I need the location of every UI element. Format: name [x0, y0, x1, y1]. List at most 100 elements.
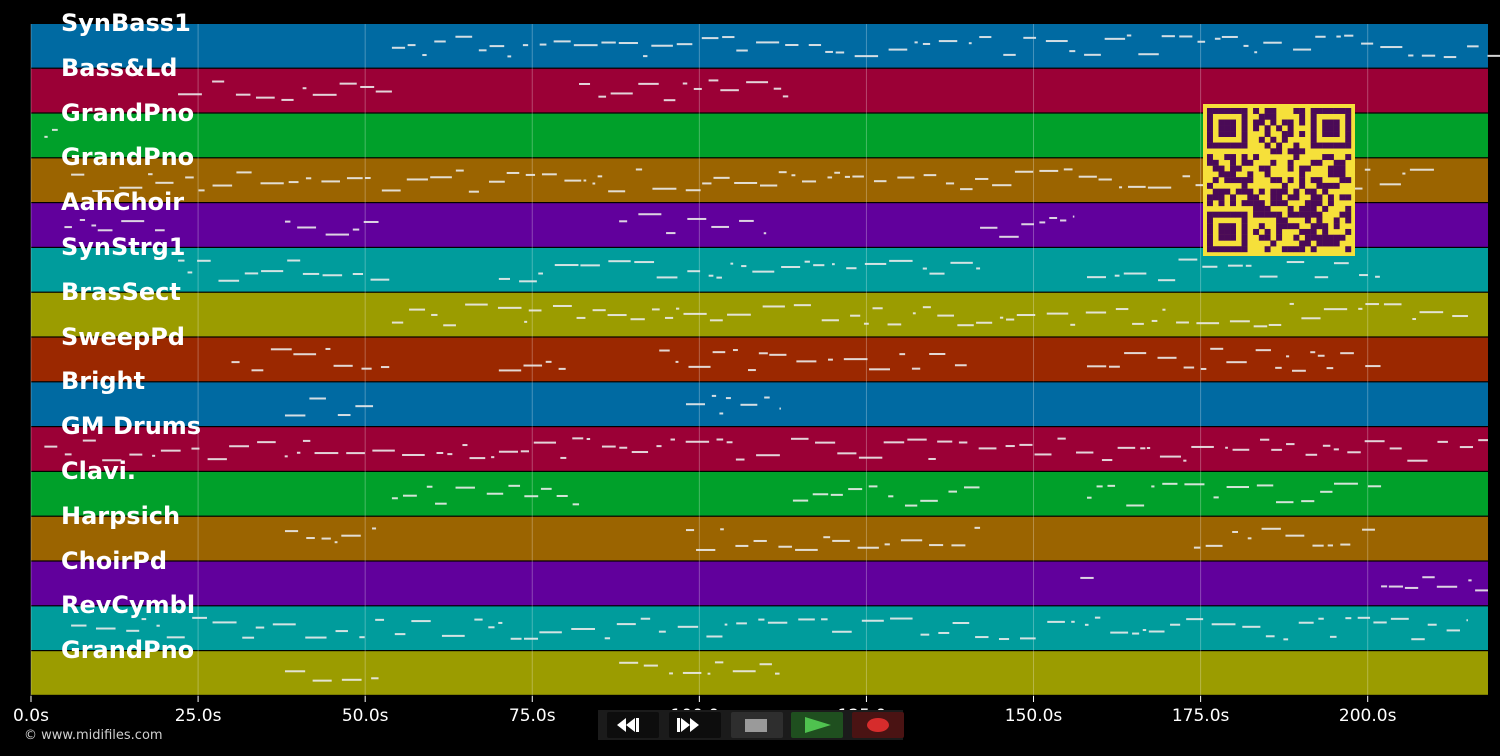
note-mark: [1019, 637, 1036, 640]
record-button[interactable]: [852, 712, 904, 738]
note-mark: [634, 261, 655, 264]
note-mark: [873, 180, 887, 183]
note-mark: [486, 492, 504, 495]
note-mark: [155, 181, 174, 184]
note-mark: [1096, 485, 1103, 488]
note-mark: [1123, 272, 1147, 275]
note-mark: [663, 99, 676, 102]
note-mark: [758, 352, 768, 355]
note-mark: [469, 457, 486, 460]
note-mark: [1275, 501, 1294, 504]
note-mark: [798, 618, 815, 621]
note-mark: [929, 353, 946, 356]
qr-code-image: [1207, 108, 1352, 253]
note-mark: [129, 453, 143, 456]
note-mark: [1466, 619, 1468, 622]
note-mark: [1245, 264, 1252, 267]
note-mark: [669, 672, 673, 675]
note-mark: [1409, 168, 1434, 171]
note-mark: [1225, 446, 1228, 449]
track-band: [31, 382, 1488, 426]
note-mark: [1263, 41, 1282, 44]
note-mark: [968, 42, 972, 45]
note-mark: [491, 456, 495, 459]
note-mark: [592, 309, 606, 312]
note-mark: [887, 323, 902, 326]
note-mark: [1301, 500, 1315, 503]
note-mark: [782, 95, 789, 98]
note-mark: [524, 495, 539, 498]
note-mark: [1085, 311, 1107, 314]
note-mark: [827, 176, 833, 179]
note-mark: [1069, 50, 1076, 53]
track-band: [31, 472, 1488, 516]
note-mark: [950, 261, 973, 264]
note-mark: [1119, 186, 1123, 189]
play-button[interactable]: [791, 712, 843, 738]
note-mark: [478, 49, 487, 52]
note-mark: [1127, 185, 1146, 188]
note-mark: [725, 397, 731, 400]
note-mark: [119, 186, 143, 189]
track-band: [31, 292, 1488, 337]
note-mark: [804, 260, 810, 263]
note-mark: [322, 274, 343, 277]
note-mark: [1255, 349, 1271, 352]
note-mark: [455, 486, 475, 489]
note-mark: [619, 661, 639, 664]
note-mark: [1468, 579, 1472, 582]
note-mark: [922, 42, 931, 45]
note-mark: [325, 233, 350, 236]
note-mark: [372, 527, 377, 530]
note-mark: [251, 369, 264, 372]
note-mark: [436, 451, 444, 454]
note-mark: [191, 447, 200, 450]
note-mark: [1345, 617, 1352, 620]
note-mark: [1151, 319, 1158, 322]
note-mark: [375, 618, 385, 621]
note-mark: [758, 618, 765, 621]
note-mark: [1312, 544, 1324, 547]
note-mark: [675, 360, 679, 363]
note-mark: [664, 316, 674, 319]
note-mark: [533, 441, 557, 444]
note-mark: [1157, 356, 1177, 359]
note-mark: [1362, 528, 1375, 531]
stop-button[interactable]: [731, 712, 783, 738]
track-band: [31, 561, 1488, 606]
note-mark: [601, 445, 616, 448]
note-mark: [1467, 45, 1479, 48]
note-mark: [682, 82, 688, 85]
note-mark: [696, 548, 716, 551]
note-mark: [619, 220, 628, 223]
note-mark: [1214, 37, 1221, 40]
note-mark: [714, 661, 724, 664]
note-mark: [71, 173, 85, 176]
note-mark: [528, 309, 542, 312]
note-mark: [95, 627, 116, 630]
note-mark: [900, 539, 923, 542]
note-mark: [759, 184, 778, 187]
note-mark: [339, 82, 357, 85]
note-mark: [1014, 170, 1034, 173]
note-mark: [1039, 221, 1046, 224]
note-mark: [64, 453, 72, 456]
rewind-button[interactable]: [607, 712, 659, 738]
note-mark: [441, 634, 465, 637]
note-mark: [231, 361, 240, 364]
note-mark: [825, 50, 833, 53]
track-label: SweepPd: [61, 322, 185, 351]
track-label: BrasSect: [61, 277, 181, 306]
note-mark: [1333, 448, 1339, 451]
note-mark: [975, 177, 989, 180]
note-mark: [1003, 53, 1016, 56]
fast-forward-button[interactable]: [669, 712, 721, 738]
stop-icon: [745, 719, 767, 732]
note-mark: [1436, 585, 1458, 588]
note-mark: [861, 619, 884, 622]
note-mark: [302, 439, 311, 442]
track-label: SynBass1: [61, 9, 191, 37]
note-mark: [1260, 438, 1270, 441]
note-mark: [1344, 34, 1354, 37]
note-mark: [597, 175, 603, 178]
